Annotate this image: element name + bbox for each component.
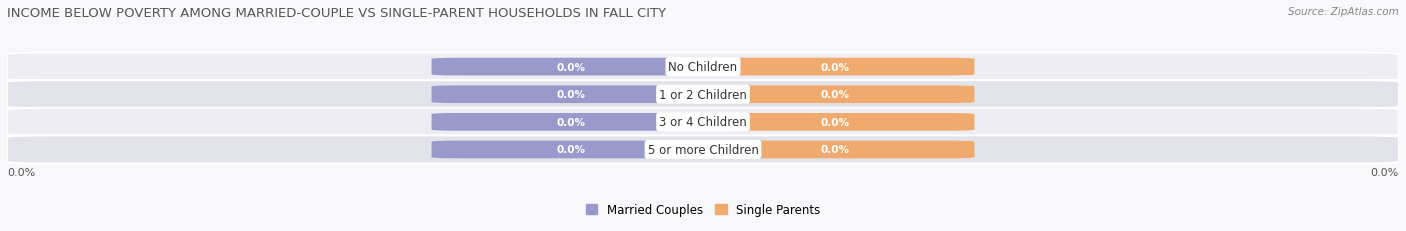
FancyBboxPatch shape [696, 113, 974, 131]
FancyBboxPatch shape [432, 86, 710, 104]
Text: 0.0%: 0.0% [821, 90, 849, 100]
FancyBboxPatch shape [7, 136, 1399, 164]
FancyBboxPatch shape [696, 141, 974, 159]
FancyBboxPatch shape [696, 86, 974, 104]
Text: 0.0%: 0.0% [821, 62, 849, 72]
Legend: Married Couples, Single Parents: Married Couples, Single Parents [581, 198, 825, 221]
Text: INCOME BELOW POVERTY AMONG MARRIED-COUPLE VS SINGLE-PARENT HOUSEHOLDS IN FALL CI: INCOME BELOW POVERTY AMONG MARRIED-COUPL… [7, 7, 666, 20]
Text: 1 or 2 Children: 1 or 2 Children [659, 88, 747, 101]
FancyBboxPatch shape [432, 113, 710, 131]
Text: 0.0%: 0.0% [557, 145, 585, 155]
FancyBboxPatch shape [7, 53, 1399, 81]
Text: 0.0%: 0.0% [557, 62, 585, 72]
FancyBboxPatch shape [432, 141, 710, 159]
Text: 0.0%: 0.0% [557, 90, 585, 100]
Text: 0.0%: 0.0% [821, 117, 849, 127]
Text: 3 or 4 Children: 3 or 4 Children [659, 116, 747, 129]
FancyBboxPatch shape [696, 58, 974, 76]
FancyBboxPatch shape [432, 58, 710, 76]
Text: 0.0%: 0.0% [557, 117, 585, 127]
Text: 0.0%: 0.0% [7, 167, 35, 177]
Text: 0.0%: 0.0% [821, 145, 849, 155]
Text: No Children: No Children [668, 61, 738, 74]
FancyBboxPatch shape [7, 108, 1399, 136]
Text: 0.0%: 0.0% [1371, 167, 1399, 177]
Text: 5 or more Children: 5 or more Children [648, 143, 758, 156]
Text: Source: ZipAtlas.com: Source: ZipAtlas.com [1288, 7, 1399, 17]
FancyBboxPatch shape [7, 81, 1399, 109]
